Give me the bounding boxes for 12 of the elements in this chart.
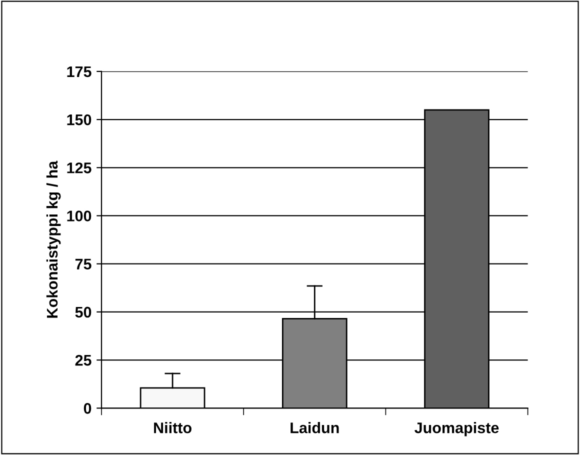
y-tick-label: 75 bbox=[75, 258, 92, 270]
y-tick-label: 175 bbox=[67, 66, 92, 78]
x-tick-label: Niitto bbox=[154, 422, 192, 434]
y-tick-label: 0 bbox=[84, 403, 92, 414]
y-tick-label: 150 bbox=[67, 114, 92, 126]
y-tick-label: 125 bbox=[67, 162, 92, 174]
y-tick-label: 100 bbox=[67, 210, 92, 222]
y-tick-label: 25 bbox=[75, 354, 92, 366]
y-tick-label: 50 bbox=[75, 306, 92, 318]
x-tick-label: Juomapiste bbox=[414, 422, 499, 436]
x-tick-label: Laidun bbox=[290, 422, 339, 434]
y-axis-title: Kokonaistyppi kg / ha bbox=[46, 160, 61, 318]
